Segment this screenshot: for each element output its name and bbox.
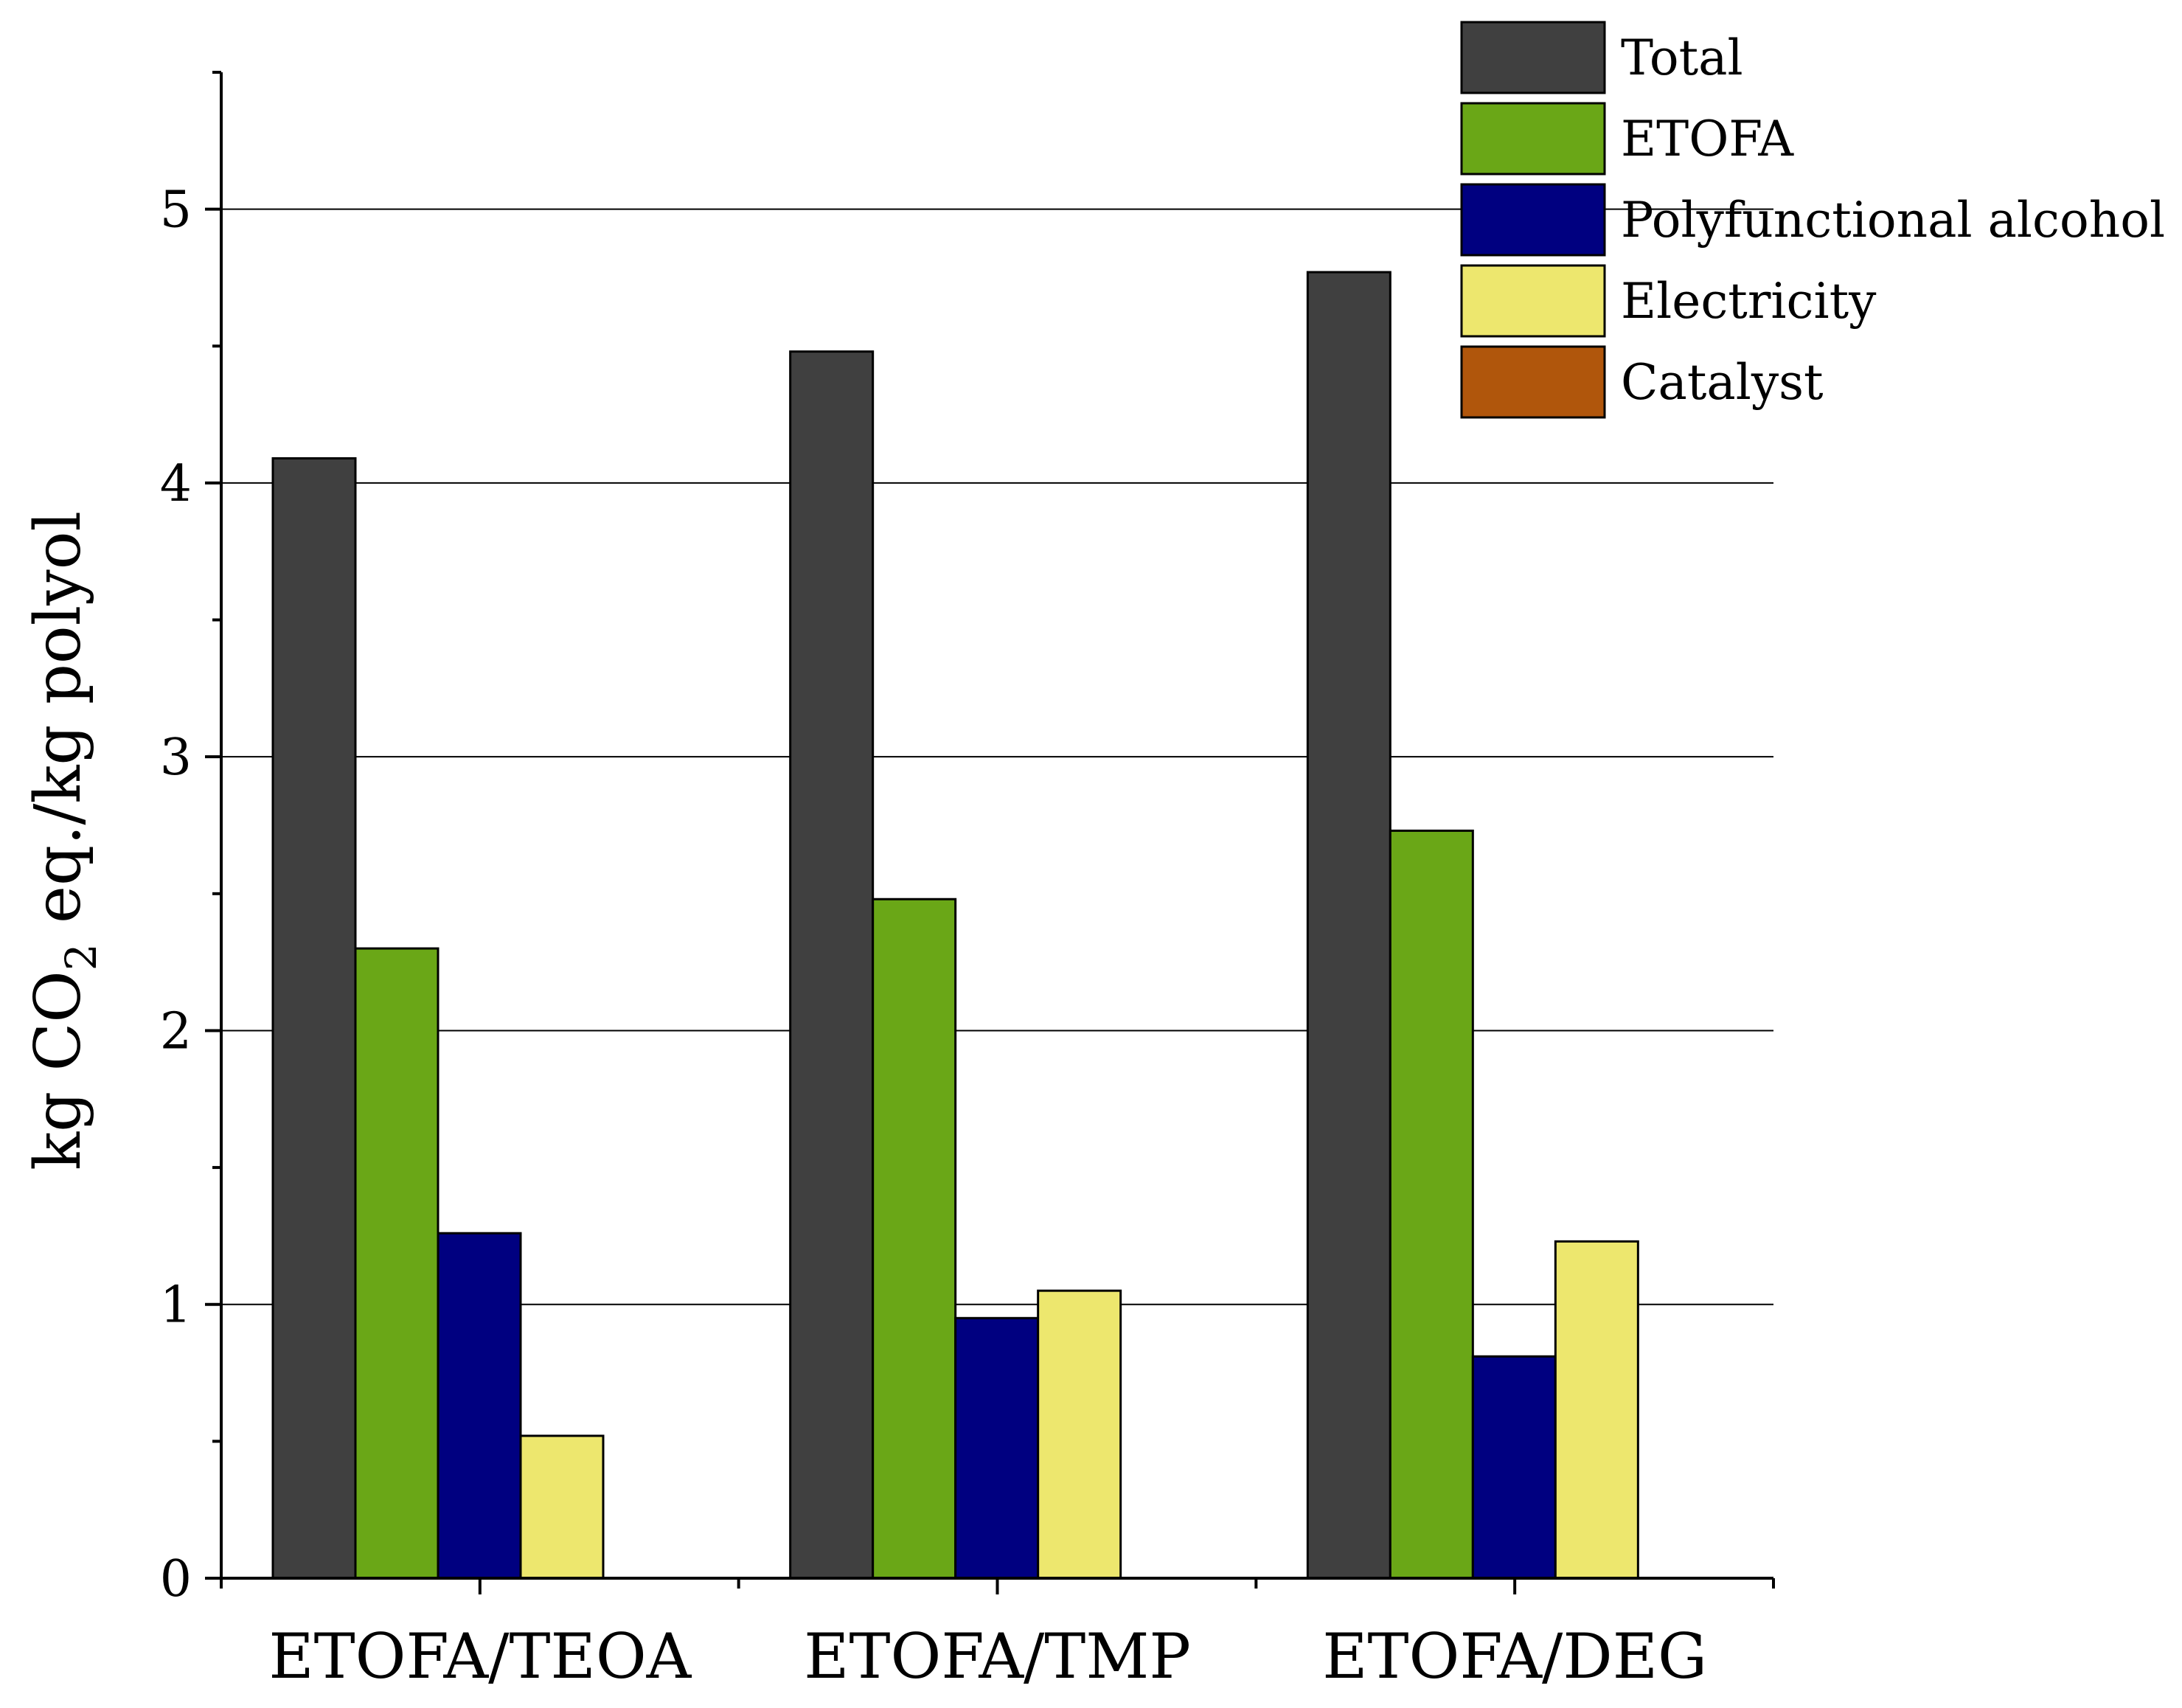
bar-electricity-0	[519, 1434, 605, 1580]
legend-swatch	[1460, 183, 1606, 257]
legend-swatch	[1460, 21, 1606, 94]
bar-polyfunctional-alcohol-0	[437, 1232, 522, 1580]
legend-swatch	[1460, 345, 1606, 419]
y-axis-label-prefix: kg CO	[21, 971, 95, 1170]
y-axis-label: kg CO2 eq./kg polyol	[21, 511, 106, 1170]
legend-label: ETOFA	[1621, 111, 1794, 167]
y-tick-label: 2	[160, 1002, 192, 1060]
bar-total-1	[789, 350, 875, 1580]
legend-swatch	[1460, 102, 1606, 176]
grid-lines	[221, 208, 1773, 1305]
bar-electricity-2	[1554, 1240, 1639, 1580]
bar-etofa-1	[872, 898, 957, 1580]
bar-etofa-2	[1389, 829, 1474, 1580]
y-tick-label: 1	[160, 1277, 192, 1335]
x-tick-label: ETOFA/TEOA	[268, 1620, 692, 1693]
legend-label: Polyfunctional alcohol	[1621, 192, 2165, 249]
y-tick-label: 4	[160, 455, 192, 513]
y-tick-label: 0	[160, 1550, 192, 1608]
bar-polyfunctional-alcohol-1	[954, 1316, 1040, 1580]
axes: 0 1 2 3 4 5 ETOFA/TEOA ETOFA/TMP ETOFA/DEG	[160, 71, 1775, 1693]
legend-label: Total	[1621, 29, 1743, 86]
y-tick-label: 3	[160, 729, 192, 787]
bar-total-0	[271, 456, 357, 1580]
bar-polyfunctional-alcohol-2	[1471, 1355, 1557, 1580]
x-tick-label: ETOFA/DEG	[1322, 1620, 1707, 1693]
y-axis-label-subscript: 2	[56, 943, 106, 971]
bar-electricity-1	[1037, 1289, 1122, 1580]
y-axis-label-suffix: eq./kg polyol	[21, 511, 95, 943]
legend: Total ETOFA Polyfunctional alcohol Electric…	[1460, 21, 2165, 419]
bar-etofa-0	[354, 947, 439, 1580]
legend-label: Electricity	[1621, 273, 1877, 330]
legend-swatch	[1460, 264, 1606, 338]
bar-total-2	[1306, 271, 1391, 1580]
x-tick-label: ETOFA/TMP	[804, 1620, 1191, 1693]
legend-label: Catalyst	[1621, 354, 1824, 411]
bars	[271, 271, 1639, 1580]
y-tick-label: 5	[160, 181, 192, 240]
